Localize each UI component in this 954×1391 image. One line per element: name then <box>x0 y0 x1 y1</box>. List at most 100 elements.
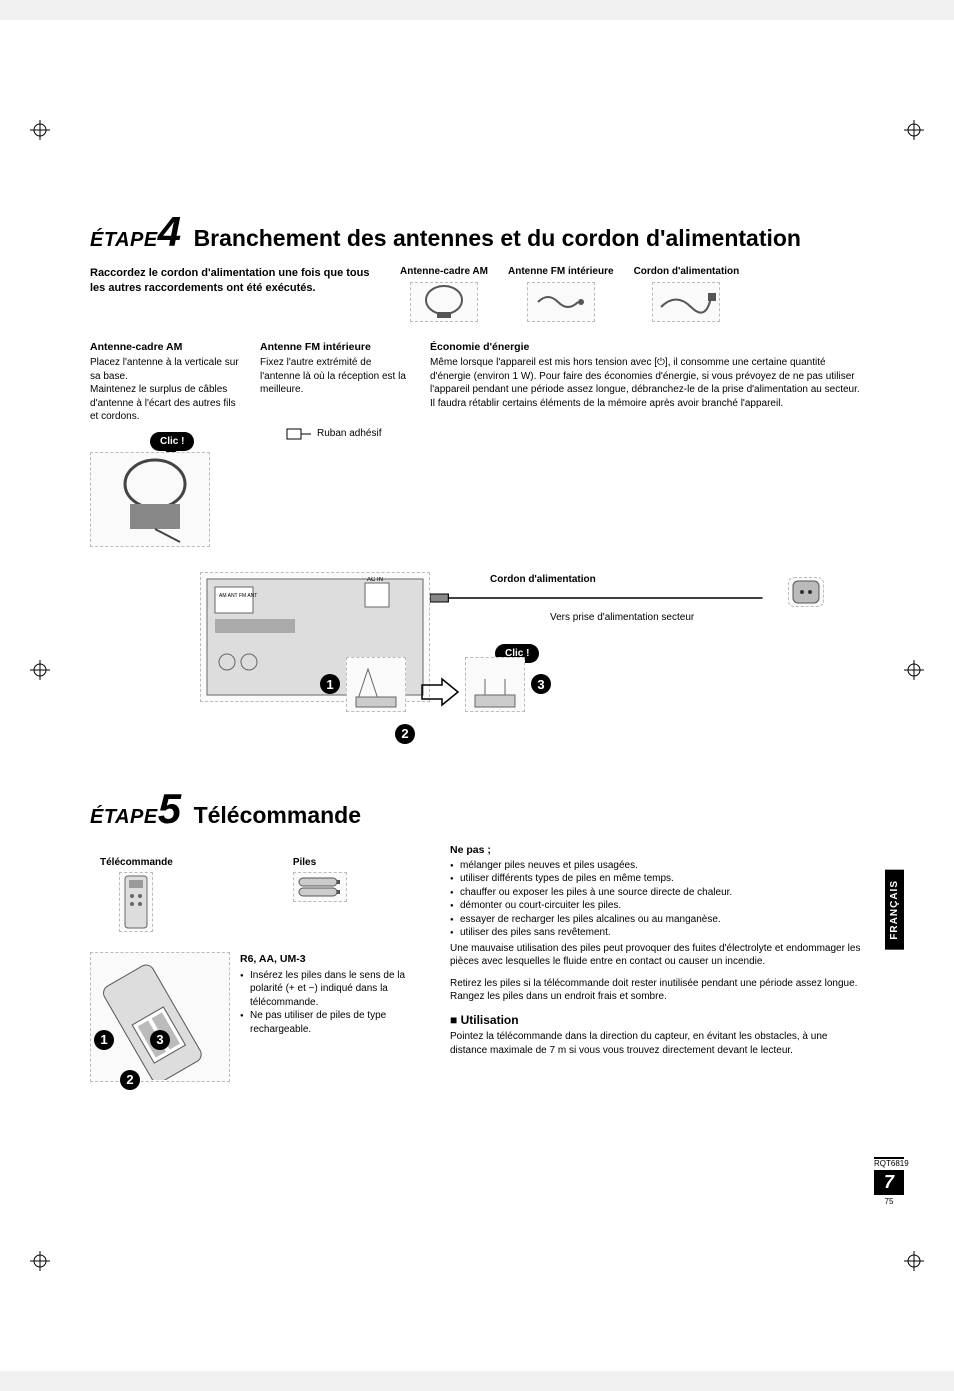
energy-heading: Économie d'énergie <box>430 340 864 354</box>
step5-parts: Télécommande Piles <box>100 857 420 932</box>
crop-mark-icon <box>904 660 924 680</box>
fm-heading: Antenne FM intérieure <box>260 340 410 354</box>
cord-label: Cordon d'alimentation <box>490 574 596 585</box>
crop-mark-icon <box>904 1251 924 1271</box>
step5-title: Télécommande <box>194 802 361 829</box>
doc-code: RQT6819 <box>874 1159 904 1168</box>
battery-install-diagram: 1 2 3 <box>90 952 230 1092</box>
list-item: utiliser différents types de piles en mê… <box>450 872 864 886</box>
part-label: Télécommande <box>100 857 173 868</box>
part-batteries: Piles <box>293 857 347 902</box>
step5-body: Télécommande Piles <box>90 843 864 1092</box>
warnings-list: mélanger piles neuves et piles usagées. … <box>450 859 864 940</box>
fm-antenna-icon <box>527 282 595 322</box>
svg-text:FM ANT: FM ANT <box>239 593 257 599</box>
warnings-para-1: Une mauvaise utilisation des piles peut … <box>450 942 864 969</box>
list-item: essayer de recharger les piles alcalines… <box>450 913 864 927</box>
part-label: Cordon d'alimentation <box>634 266 740 278</box>
battery-install-row: 1 2 3 R6, AA, UM-3 Insérez les piles dan… <box>90 952 420 1092</box>
part-label: Antenne-cadre AM <box>400 266 488 278</box>
number-circle: 1 <box>94 1030 114 1050</box>
step-label: ÉTAPE5 <box>90 792 182 829</box>
step-number: 4 <box>158 208 182 255</box>
arrow-right-icon <box>420 677 460 707</box>
fm-text: Fixez l'autre extrémité de l'antenne là … <box>260 356 410 397</box>
battery-install-text: R6, AA, UM-3 Insérez les piles dans le s… <box>240 952 420 1037</box>
number-circle: 1 <box>320 674 340 694</box>
step4-intro-row: Raccordez le cordon d'alimentation une f… <box>90 266 864 322</box>
power-cord-icon <box>652 282 720 322</box>
list-item: démonter ou court-circuiter les piles. <box>450 899 864 913</box>
step4-columns: Antenne-cadre AM Placez l'antenne à la v… <box>90 340 864 424</box>
crop-mark-icon <box>904 120 924 140</box>
fm-column: Antenne FM intérieure Fixez l'autre extr… <box>260 340 410 424</box>
page-number-box: RQT6819 7 75 <box>874 1157 904 1206</box>
warnings-heading: Ne pas ; <box>450 843 864 857</box>
part-power-cord: Cordon d'alimentation <box>634 266 740 322</box>
manual-page: ÉTAPE4 Branchement des antennes et du co… <box>0 20 954 1371</box>
tape-label: Ruban adhésif <box>317 428 382 439</box>
step5-left: Télécommande Piles <box>90 843 420 1092</box>
tape-label-row: Ruban adhésif <box>285 427 382 441</box>
step5-right: Ne pas ; mélanger piles neuves et piles … <box>450 843 864 1092</box>
part-label: Antenne FM intérieure <box>508 266 614 278</box>
energy-column: Économie d'énergie Même lorsque l'appare… <box>430 340 864 424</box>
warnings-para-2: Retirez les piles si la télécommande doi… <box>450 977 864 1004</box>
step-label-text: ÉTAPE <box>90 229 158 251</box>
list-item: chauffer ou exposer les piles à une sour… <box>450 886 864 900</box>
step5-header: ÉTAPE5 Télécommande <box>90 792 864 829</box>
step4-diagram: Clic ! Ruban adhésif AM ANTFM ANTAC IN C… <box>90 432 864 752</box>
page-number: 7 <box>874 1170 904 1195</box>
am-column: Antenne-cadre AM Placez l'antenne à la v… <box>90 340 240 424</box>
am-text: Placez l'antenne à la verticale sur sa b… <box>90 356 240 424</box>
crop-mark-icon <box>30 660 50 680</box>
page-content: ÉTAPE4 Branchement des antennes et du co… <box>70 80 884 1092</box>
energy-text: Même lorsque l'appareil est mis hors ten… <box>430 356 864 410</box>
click-badge: Clic ! <box>150 432 194 451</box>
language-tab: FRANÇAIS <box>885 870 904 950</box>
hand-press-icon <box>346 657 406 712</box>
cord-line-icon <box>430 590 774 606</box>
tape-icon <box>285 427 311 441</box>
number-circle: 3 <box>531 674 551 694</box>
step-number: 5 <box>158 785 182 832</box>
connector-icon <box>465 657 525 712</box>
part-label: Piles <box>293 857 316 868</box>
step5-section: ÉTAPE5 Télécommande Télécommande P <box>90 792 864 1092</box>
page-number-small: 75 <box>874 1197 904 1206</box>
part-remote: Télécommande <box>100 857 173 932</box>
step-label-text: ÉTAPE <box>90 806 158 828</box>
list-item: Insérez les piles dans le sens de la pol… <box>240 969 420 1010</box>
number-circle: 2 <box>395 724 415 744</box>
step4-header: ÉTAPE4 Branchement des antennes et du co… <box>90 215 864 252</box>
battery-type-heading: R6, AA, UM-3 <box>240 952 420 966</box>
list-item: mélanger piles neuves et piles usagées. <box>450 859 864 873</box>
am-heading: Antenne-cadre AM <box>90 340 240 354</box>
list-item: Ne pas utiliser de piles de type recharg… <box>240 1009 420 1036</box>
crop-mark-icon <box>30 1251 50 1271</box>
svg-text:AC IN: AC IN <box>367 577 383 583</box>
step-label: ÉTAPE4 <box>90 215 182 252</box>
battery-bullets: Insérez les piles dans le sens de la pol… <box>240 969 420 1037</box>
number-circle: 2 <box>120 1070 140 1090</box>
remote-icon <box>119 872 153 932</box>
crop-mark-icon <box>30 120 50 140</box>
outlet-label: Vers prise d'alimentation secteur <box>550 612 694 623</box>
am-antenna-icon <box>410 282 478 322</box>
number-circle: 3 <box>150 1030 170 1050</box>
usage-text: Pointez la télécommande dans la directio… <box>450 1030 864 1057</box>
step4-title: Branchement des antennes et du cordon d'… <box>194 225 801 252</box>
outlet-icon <box>788 577 824 607</box>
diagram-step-1: 1 <box>320 657 406 712</box>
svg-text:AM ANT: AM ANT <box>219 593 238 599</box>
usage-heading: Utilisation <box>450 1012 864 1028</box>
step4-parts: Antenne-cadre AM Antenne FM intérieure C… <box>400 266 864 322</box>
diagram-step-3: 3 <box>465 657 551 712</box>
remote-back-icon <box>90 952 230 1082</box>
part-fm-antenna: Antenne FM intérieure <box>508 266 614 322</box>
list-item: utiliser des piles sans revêtement. <box>450 926 864 940</box>
am-antenna-diagram-icon <box>90 452 210 547</box>
batteries-icon <box>293 872 347 902</box>
step4-intro: Raccordez le cordon d'alimentation une f… <box>90 266 370 322</box>
part-am-antenna: Antenne-cadre AM <box>400 266 488 322</box>
